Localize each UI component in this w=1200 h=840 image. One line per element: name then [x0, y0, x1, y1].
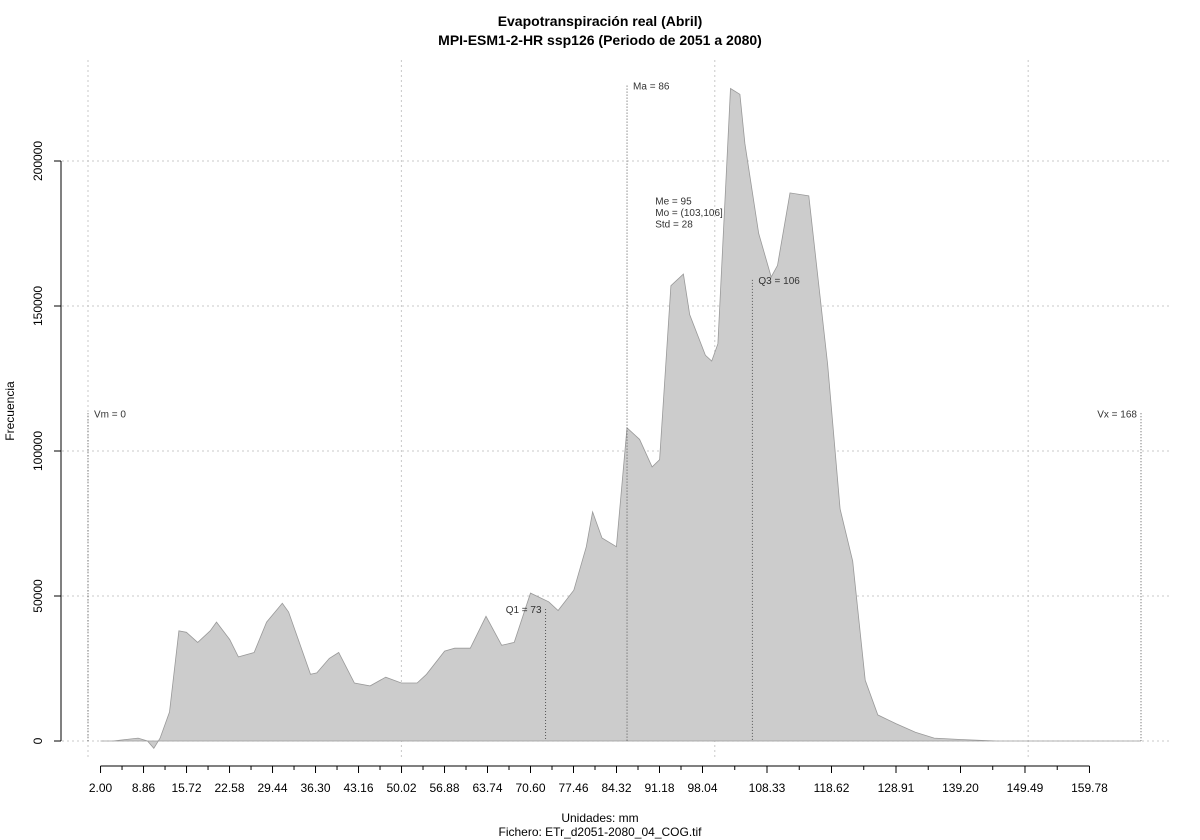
x-tick-label: 139.20	[942, 781, 979, 795]
stat-label-1: Q1 = 73	[506, 605, 542, 616]
x-tick-label: 77.46	[558, 781, 588, 795]
stats-text-1: Mo = (103,106]	[655, 208, 723, 219]
y-tick-label: 0	[31, 737, 45, 744]
stat-label-2: Ma = 86	[633, 82, 670, 93]
y-tick-label: 150000	[31, 286, 45, 326]
file-name-label: Fichero: ETr_d2051-2080_04_COG.tif	[498, 825, 702, 839]
x-tick-label: 15.72	[172, 781, 202, 795]
distribution-area	[100, 87, 1141, 749]
stat-label-0: Vm = 0	[94, 409, 126, 420]
y-tick-label: 100000	[31, 431, 45, 471]
stat-label-4: Vx = 168	[1097, 409, 1137, 420]
x-tick-label: 98.04	[687, 781, 717, 795]
x-tick-label: 50.02	[387, 781, 417, 795]
x-tick-label: 8.86	[132, 781, 156, 795]
x-tick-label: 2.00	[89, 781, 113, 795]
x-axis-label: Unidades: mm	[561, 811, 639, 825]
x-tick-label: 70.60	[515, 781, 545, 795]
y-tick-label: 200000	[31, 141, 45, 181]
x-tick-label: 43.16	[344, 781, 374, 795]
stats-text-2: Std = 28	[655, 220, 693, 231]
x-tick-label: 56.88	[430, 781, 460, 795]
x-tick-label: 29.44	[258, 781, 288, 795]
chart-subtitle: MPI-ESM1-2-HR ssp126 (Periodo de 2051 a …	[438, 32, 762, 48]
x-tick-label: 84.32	[601, 781, 631, 795]
stats-text-0: Me = 95	[655, 197, 692, 208]
x-tick-label: 108.33	[749, 781, 786, 795]
stat-label-3: Q3 = 106	[758, 276, 800, 287]
x-tick-label: 128.91	[878, 781, 915, 795]
x-tick-label: 36.30	[301, 781, 331, 795]
chart-title: Evapotranspiración real (Abril)	[497, 13, 703, 29]
x-tick-label: 63.74	[472, 781, 502, 795]
x-tick-label: 22.58	[215, 781, 245, 795]
x-tick-label: 149.49	[1007, 781, 1044, 795]
x-tick-label: 91.18	[644, 781, 674, 795]
x-tick-label: 159.78	[1071, 781, 1108, 795]
x-tick-label: 118.62	[814, 781, 850, 795]
y-tick-label: 50000	[31, 579, 45, 613]
